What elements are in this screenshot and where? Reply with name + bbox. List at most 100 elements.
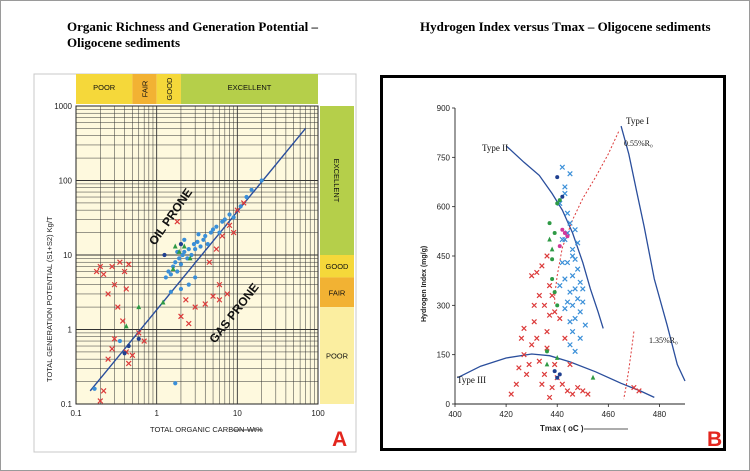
chart-b-point	[565, 234, 570, 239]
chart-a-point	[176, 248, 182, 254]
chart-b-point	[572, 286, 578, 292]
chart-a-point	[213, 246, 220, 252]
chart-b-point	[590, 374, 596, 380]
chart-a-point	[175, 269, 180, 274]
chart-a-point	[193, 275, 198, 280]
chart-a-point	[180, 252, 185, 258]
chart-a-point	[93, 268, 100, 275]
chart-b-point	[631, 384, 637, 391]
chart-b-point	[567, 319, 573, 325]
chart-a-point	[219, 233, 226, 239]
chart-b-point	[569, 328, 576, 335]
chart-a-point	[210, 227, 216, 232]
chart-a-point	[206, 259, 213, 266]
chart-a-point	[205, 242, 210, 247]
chart-b-point	[559, 381, 566, 387]
chart-b-point	[531, 319, 537, 325]
chart-b-point	[574, 296, 581, 302]
chart-a-point	[183, 297, 189, 303]
chart-a-point	[111, 335, 118, 342]
chart-b-x-tick: 440	[551, 410, 565, 419]
chart-a-right-band-label: GOOD	[326, 262, 350, 271]
chart-b-point	[555, 201, 560, 206]
chart-a-point	[238, 204, 243, 209]
chart-b-point	[569, 273, 576, 279]
chart-a-x-tick: 10	[233, 409, 242, 418]
chart-b-point	[580, 286, 586, 292]
chart-b-point	[564, 299, 571, 305]
chart-a-point	[182, 249, 187, 255]
chart-a-right-band-label: POOR	[326, 352, 349, 361]
chart-a-point	[240, 200, 247, 206]
chart-a-point	[187, 255, 193, 261]
chart-a-point	[117, 259, 123, 266]
chart-a-y-tick: 1000	[54, 102, 72, 111]
chart-b-point	[577, 279, 583, 286]
chart-a-point	[123, 286, 130, 292]
chart-b-point	[554, 355, 560, 360]
chart-a-point	[178, 313, 184, 320]
chart-b-point	[541, 371, 548, 378]
chart-b-point	[528, 273, 535, 279]
chart-a-point	[97, 263, 104, 270]
chart-b-point	[545, 349, 549, 354]
chart-b-point	[559, 164, 566, 170]
chart-a-point	[125, 261, 132, 268]
chart-a-point	[173, 381, 178, 386]
chart-b-point	[562, 305, 568, 312]
chart-b-point	[547, 221, 552, 226]
chart-b-point	[582, 322, 589, 328]
chart-a-point	[216, 281, 223, 288]
panel-label-b: B	[707, 428, 723, 451]
chart-b-point	[569, 253, 576, 259]
chart-a-y-axis-label: TOTAL GENERATION POTENTIAL (S1+S2) Kg/T	[45, 216, 54, 382]
chart-b-x-tick: 480	[653, 410, 667, 419]
chart-a-point	[141, 338, 147, 344]
chart-b-point	[539, 263, 545, 269]
chart-b-point	[559, 236, 566, 243]
chart-a-point	[193, 247, 198, 252]
chart-b-point	[546, 312, 553, 318]
chart-a-top-band	[76, 74, 133, 104]
chart-a-point	[105, 356, 111, 362]
chart-a-point	[178, 262, 184, 267]
chart-b-y-tick: 750	[437, 153, 451, 162]
chart-b-x-tick: 460	[602, 410, 616, 419]
chart-b-y-tick: 150	[437, 351, 451, 360]
chart-a-point	[100, 271, 107, 278]
chart-b-point	[557, 282, 563, 289]
chart-b-point	[562, 335, 568, 341]
chart-a-point	[166, 269, 171, 274]
chart-b-point	[560, 194, 565, 199]
chart-b-point	[516, 365, 522, 371]
chart-a-point	[117, 338, 122, 344]
chart-a-point	[185, 320, 192, 327]
chart-a-point	[177, 256, 182, 261]
chart-a-point	[249, 187, 254, 192]
chart-a-point	[163, 275, 168, 280]
chart-b-point	[567, 361, 573, 368]
chart-b-y-tick: 300	[437, 301, 451, 310]
chart-b-point	[574, 240, 581, 246]
chart-a-point	[162, 252, 167, 258]
chart-b-point	[580, 299, 586, 305]
chart-b-point	[552, 230, 557, 235]
chart-b-point	[521, 325, 527, 332]
chart-b-point	[562, 276, 568, 282]
chart-a-point	[123, 323, 129, 329]
chart-a-point	[210, 293, 216, 300]
chart-a-x-axis-label: TOTAL ORGANIC CARBON-Wt%	[150, 425, 263, 434]
chart-b-point	[541, 302, 548, 309]
chart-b-type-iii-label: Type III	[457, 375, 486, 385]
chart-b-y-tick: 0	[446, 400, 451, 409]
chart-a-point	[100, 388, 107, 394]
chart-a-point	[160, 299, 166, 305]
chart-b-point	[536, 358, 543, 364]
chart-a-right-band	[320, 106, 354, 255]
chart-b-point	[557, 372, 562, 377]
chart-a-point	[125, 360, 132, 367]
chart-a-point	[92, 386, 97, 391]
chart-a-point	[191, 242, 197, 247]
chart-b-point	[544, 328, 550, 335]
